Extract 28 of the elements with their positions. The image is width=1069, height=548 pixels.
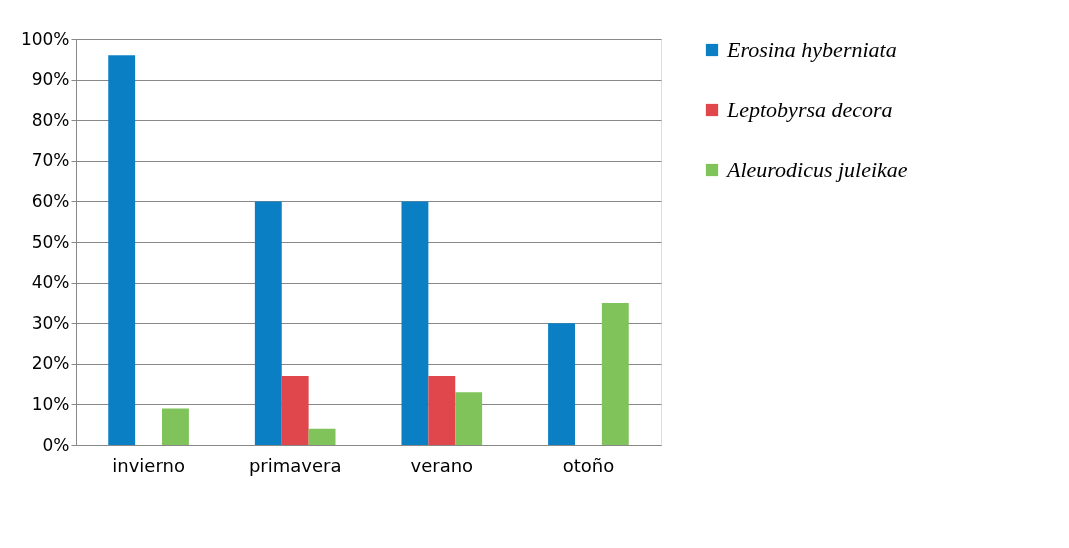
y-tick-label: 0% — [42, 434, 70, 455]
x-tick-label: invierno — [112, 454, 185, 476]
x-tick-label: primavera — [248, 454, 342, 476]
y-tick-label: 10% — [31, 393, 70, 414]
bar — [428, 375, 456, 445]
bar — [162, 408, 189, 445]
y-tick-label: 90% — [31, 69, 70, 90]
bar — [308, 428, 336, 445]
bar — [108, 55, 136, 445]
y-tick-label: 20% — [31, 353, 70, 374]
y-tick-label: 100% — [20, 28, 70, 49]
bar — [401, 201, 429, 445]
y-tick-label: 40% — [31, 272, 70, 293]
legend-label: Aleurodicus juleikae — [725, 157, 908, 182]
x-tick-label: otoño — [562, 454, 615, 476]
x-tick-label: verano — [410, 454, 474, 476]
bar — [281, 375, 309, 445]
y-tick-label: 50% — [31, 231, 70, 252]
bar — [601, 302, 629, 445]
y-tick-label: 80% — [31, 109, 70, 130]
bar — [548, 323, 575, 445]
y-tick-label: 30% — [31, 312, 70, 333]
bar — [254, 201, 282, 445]
y-tick-label: 60% — [31, 190, 70, 211]
y-tick-label: 70% — [31, 150, 70, 171]
legend-label: Leptobyrsa decora — [726, 97, 893, 122]
bar — [455, 392, 483, 445]
legend-label: Erosina hyberniata — [726, 37, 897, 62]
